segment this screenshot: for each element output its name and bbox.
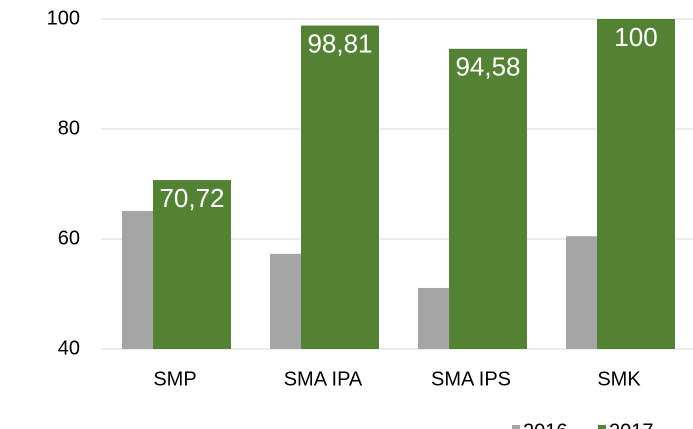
legend-swatch bbox=[512, 425, 520, 429]
bar bbox=[449, 48, 527, 350]
legend-label: 2016 bbox=[523, 420, 568, 429]
data-label: 94,58 bbox=[455, 52, 520, 82]
x-tick-label: SMP bbox=[153, 368, 196, 390]
bar bbox=[597, 19, 675, 349]
bar bbox=[301, 25, 379, 349]
bar bbox=[153, 180, 231, 349]
y-tick-label: 60 bbox=[58, 227, 80, 249]
data-label: 70,72 bbox=[159, 183, 224, 213]
y-tick-label: 80 bbox=[58, 117, 80, 139]
x-tick-label: SMK bbox=[597, 368, 641, 390]
data-label: 98,81 bbox=[307, 28, 372, 58]
legend-label: 2017 bbox=[609, 420, 654, 429]
x-tick-label: SMA IPA bbox=[284, 368, 363, 390]
legend-swatch bbox=[598, 425, 606, 429]
x-tick-label: SMA IPS bbox=[431, 368, 511, 390]
data-label: 100 bbox=[614, 22, 657, 52]
y-tick-label: 40 bbox=[58, 337, 80, 359]
y-tick-label: 100 bbox=[47, 7, 80, 29]
